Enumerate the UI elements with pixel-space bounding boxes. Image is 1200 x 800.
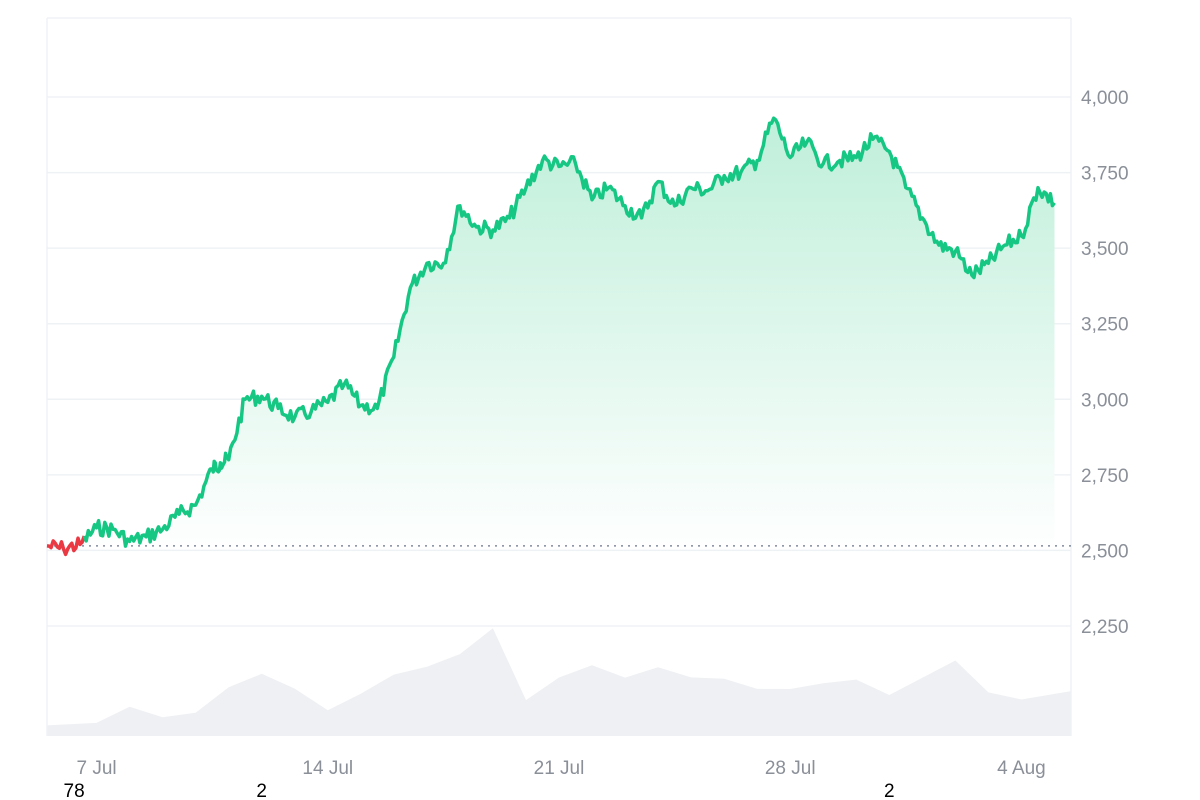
y-tick-label: 2,750	[1081, 466, 1129, 487]
y-tick-label: 3,500	[1081, 239, 1129, 260]
footnote-label: 2	[884, 781, 895, 800]
y-tick-label: 4,000	[1081, 88, 1129, 109]
y-tick-label: 2,500	[1081, 541, 1129, 562]
x-tick-label: 28 Jul	[765, 758, 816, 779]
x-tick-label: 14 Jul	[302, 758, 353, 779]
footnote-label: 2	[256, 781, 267, 800]
y-tick-label: 3,000	[1081, 390, 1129, 411]
y-tick-label: 3,250	[1081, 315, 1129, 336]
price-line	[82, 116, 1056, 548]
x-tick-label: 21 Jul	[534, 758, 585, 779]
price-line-down	[46, 535, 86, 557]
y-tick-label: 3,750	[1081, 164, 1129, 185]
price-area	[47, 118, 1055, 555]
x-tick-label: 7 Jul	[76, 758, 116, 779]
x-tick-label: 4 Aug	[997, 758, 1046, 779]
volume-area	[47, 628, 1071, 736]
footnote-label: 78	[64, 781, 85, 800]
y-tick-label: 2,250	[1081, 617, 1129, 638]
